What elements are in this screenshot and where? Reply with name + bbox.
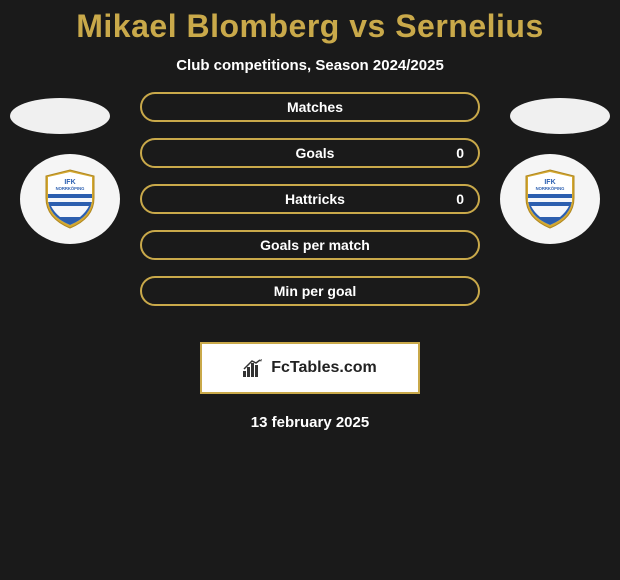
bar-chart-icon	[243, 359, 265, 377]
page-title: Mikael Blomberg vs Sernelius	[0, 8, 620, 45]
stat-label: Hattricks	[275, 191, 345, 207]
stat-value-right: 0	[456, 145, 464, 161]
stat-row-min-per-goal: Min per goal	[140, 276, 480, 306]
stat-row-goals: Goals 0	[140, 138, 480, 168]
stat-row-goals-per-match: Goals per match	[140, 230, 480, 260]
stat-label: Goals	[286, 145, 335, 161]
shield-icon: IFK NORRKÖPING	[42, 168, 98, 230]
club-name-left: NORRKÖPING	[56, 186, 85, 191]
player-photo-left	[10, 98, 110, 134]
club-name-right: NORRKÖPING	[536, 186, 565, 191]
brand-name: FcTables.com	[271, 359, 377, 377]
stat-row-hattricks: Hattricks 0	[140, 184, 480, 214]
comparison-section: IFK NORRKÖPING IFK NORRKÖPING Matches	[0, 102, 620, 332]
stat-rows: Matches Goals 0 Hattricks 0 Goals per ma…	[140, 92, 480, 322]
shield-icon: IFK NORRKÖPING	[522, 168, 578, 230]
stat-value-right: 0	[456, 191, 464, 207]
subtitle: Club competitions, Season 2024/2025	[0, 57, 620, 74]
brand-box[interactable]: FcTables.com	[200, 342, 420, 394]
svg-text:IFK: IFK	[64, 179, 75, 186]
club-badge-right: IFK NORRKÖPING	[500, 154, 600, 244]
stat-label: Goals per match	[250, 237, 370, 253]
date-text: 13 february 2025	[0, 414, 620, 431]
player-photo-right	[510, 98, 610, 134]
stat-row-matches: Matches	[140, 92, 480, 122]
stat-label: Min per goal	[264, 283, 356, 299]
club-badge-left: IFK NORRKÖPING	[20, 154, 120, 244]
stat-label: Matches	[277, 99, 343, 115]
svg-text:IFK: IFK	[544, 179, 555, 186]
